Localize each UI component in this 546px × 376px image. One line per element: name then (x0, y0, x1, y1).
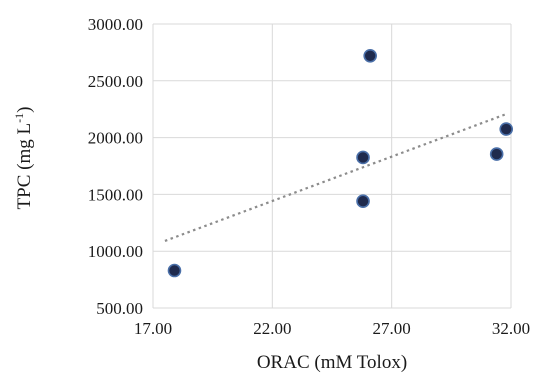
x-tick-label: 22.00 (253, 319, 291, 338)
x-tick-label: 27.00 (373, 319, 411, 338)
y-tick-label: 2000.00 (88, 129, 143, 148)
y-tick-label: 2500.00 (88, 72, 143, 91)
data-point (356, 150, 370, 165)
trendline-group (164, 113, 507, 242)
y-tick-labels: 500.00 1000.00 1500.00 2000.00 2500.00 3000.0… (88, 15, 143, 318)
data-point (356, 194, 370, 209)
x-tick-labels: 17.00 22.00 27.00 32.00 (134, 319, 530, 338)
y-axis-title-sup: -1 (12, 113, 26, 123)
x-tick-label: 32.00 (492, 319, 530, 338)
data-point (499, 122, 514, 136)
y-tick-label: 500.00 (96, 299, 143, 318)
y-axis-title: TPC (mg L-1) (12, 107, 35, 210)
y-tick-label: 1000.00 (88, 242, 143, 261)
grid (152, 23, 512, 309)
y-axis-title-main: TPC (mg L (14, 123, 35, 210)
data-point (167, 263, 182, 278)
y-tick-label: 1500.00 (88, 185, 143, 204)
data-point (489, 147, 504, 161)
x-tick-label: 17.00 (134, 319, 172, 338)
y-tick-label: 3000.00 (88, 15, 143, 34)
x-axis-title: ORAC (mM Tolox) (257, 352, 407, 373)
data-point (363, 49, 377, 63)
data-points (167, 49, 514, 278)
trendline (164, 113, 507, 242)
y-axis-title-close: ) (14, 107, 35, 113)
